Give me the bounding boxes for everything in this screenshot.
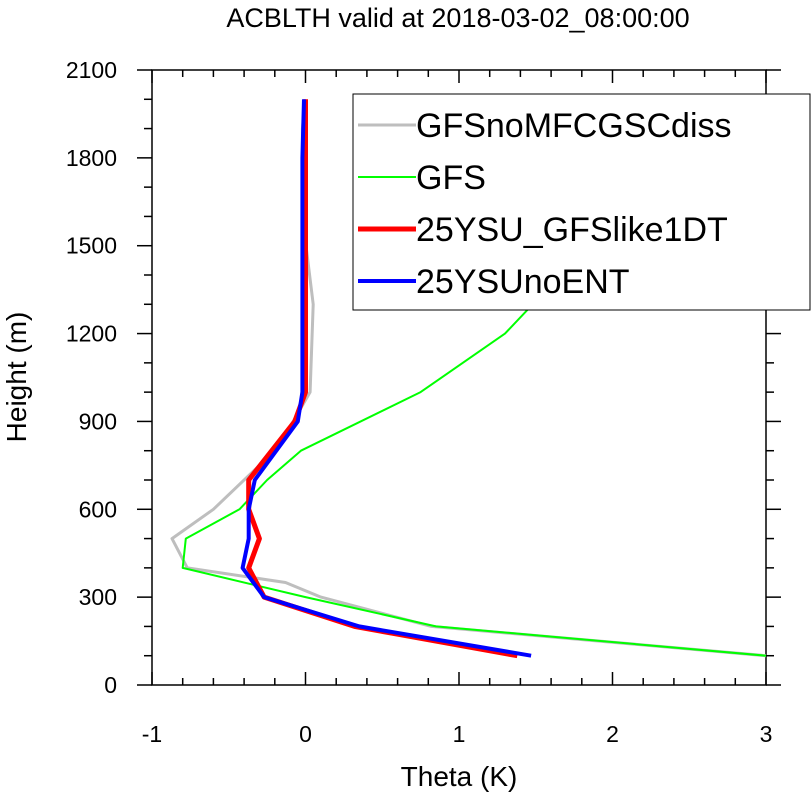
x-tick-label: -1 (142, 721, 162, 747)
x-axis-ticks: -1 0 1 2 3 (142, 70, 773, 747)
legend-label-25ysunoent: 25YSUnoENT (416, 263, 630, 301)
y-tick-label: 1500 (66, 233, 117, 259)
y-tick-label: 900 (79, 408, 117, 434)
y-tick-label: 300 (79, 584, 117, 610)
legend-box (352, 93, 811, 311)
legend-label-25ysu-gfslike1dt: 25YSU_GFSlike1DT (416, 211, 728, 249)
chart-title: ACBLTH valid at 2018-03-02_08:00:00 (226, 3, 689, 33)
x-tick-label: 3 (760, 721, 773, 747)
series-line-25ysunoent (240, 99, 532, 658)
y-tick-label: 1200 (66, 321, 117, 347)
legend: GFSnoMFCGSCdiss GFS 25YSU_GFSlike1DT 25YSUn… (352, 93, 811, 311)
y-tick-label: 1800 (66, 145, 117, 171)
x-tick-label: 0 (299, 721, 312, 747)
y-axis-title: Height (m) (1, 312, 32, 443)
legend-label-gfs: GFS (416, 159, 486, 197)
y-tick-label: 0 (104, 672, 117, 698)
y-tick-label: 2100 (66, 57, 117, 83)
legend-label-gfsnomfcgscdiss: GFSnoMFCGSCdiss (416, 107, 732, 145)
y-tick-label: 600 (79, 496, 117, 522)
x-tick-label: 1 (453, 721, 466, 747)
x-tick-label: 2 (606, 721, 619, 747)
y-axis-ticks: 0 300 600 900 1200 1500 1800 2100 (66, 57, 781, 698)
x-axis-title: Theta (K) (401, 761, 518, 792)
